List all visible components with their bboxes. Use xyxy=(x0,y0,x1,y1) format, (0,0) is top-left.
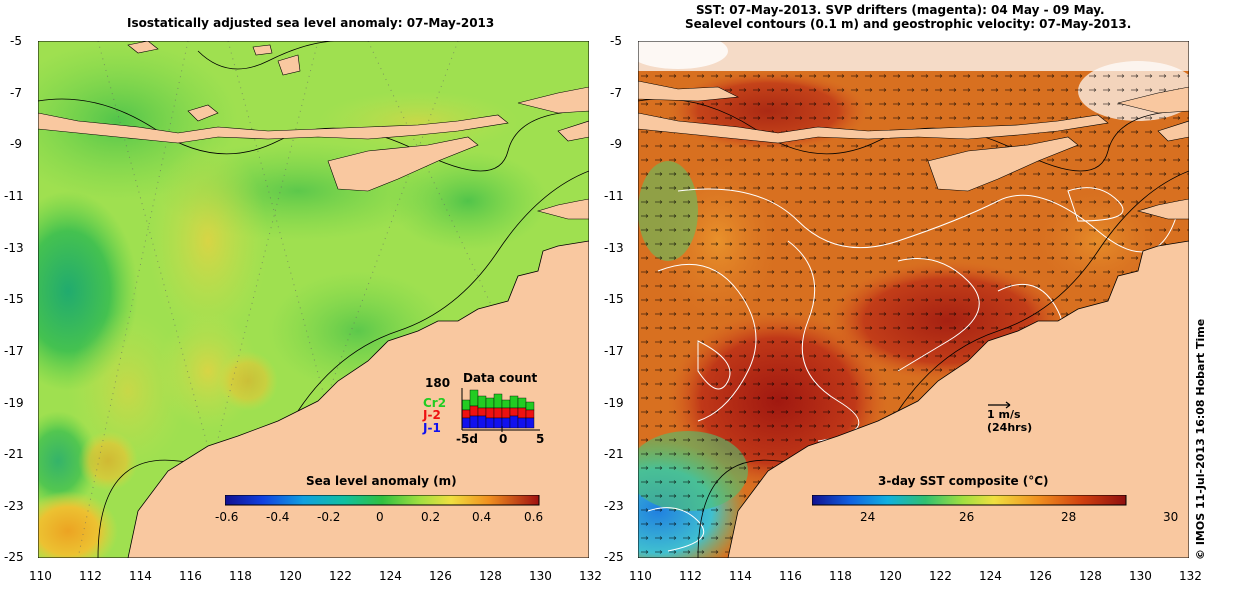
sla-tick: 0.2 xyxy=(421,510,441,524)
left-y-tick: -19 xyxy=(4,396,24,410)
left-x-tick: 124 xyxy=(379,569,402,583)
sla-tick: -0.6 xyxy=(215,510,239,524)
sla-tick: 0 xyxy=(376,510,384,524)
right-y-tick: -9 xyxy=(610,137,622,151)
right-x-tick: 110 xyxy=(629,569,652,583)
left-x-tick: 114 xyxy=(129,569,152,583)
left-x-tick: 132 xyxy=(579,569,602,583)
left-x-tick: 118 xyxy=(229,569,252,583)
left-y-tick: -15 xyxy=(4,292,24,306)
left-y-tick: -23 xyxy=(4,499,24,513)
sea-level-anomaly-map xyxy=(38,41,589,558)
left-x-tick: 120 xyxy=(279,569,302,583)
right-y-tick: -17 xyxy=(604,344,624,358)
left-x-tick: 116 xyxy=(179,569,202,583)
scale-arrow-sublabel: (24hrs) xyxy=(987,421,1033,434)
left-panel-title: Isostatically adjusted sea level anomaly… xyxy=(127,16,495,30)
sla-tick: 0.4 xyxy=(472,510,492,524)
sst-tick: 26 xyxy=(959,510,975,524)
right-x-tick: 120 xyxy=(879,569,902,583)
right-x-tick: 132 xyxy=(1179,569,1202,583)
data-count-xtick-5: 5 xyxy=(536,432,545,446)
left-x-tick: 126 xyxy=(429,569,452,583)
right-y-tick: -7 xyxy=(610,86,622,100)
left-x-tick: 110 xyxy=(29,569,52,583)
left-x-tick: 112 xyxy=(79,569,102,583)
histogram-bars xyxy=(461,389,535,429)
left-x-tick: 130 xyxy=(529,569,552,583)
right-y-tick: -13 xyxy=(604,241,624,255)
data-count-max: 180 xyxy=(425,376,451,390)
right-y-tick: -23 xyxy=(604,499,624,513)
right-x-tick: 124 xyxy=(979,569,1002,583)
scale-arrow-label: 1 m/s xyxy=(987,408,1021,421)
right-y-tick: -25 xyxy=(604,550,624,564)
right-x-tick: 130 xyxy=(1129,569,1152,583)
left-x-tick: 122 xyxy=(329,569,352,583)
right-x-tick: 128 xyxy=(1079,569,1102,583)
left-y-tick: -17 xyxy=(4,344,24,358)
sst-map xyxy=(638,41,1189,558)
data-count-xtick-minus5d: -5d xyxy=(456,432,478,446)
right-x-tick: 118 xyxy=(829,569,852,583)
sst-tick: 24 xyxy=(860,510,876,524)
sst-colorbar-title: 3-day SST composite (°C) xyxy=(878,474,1049,488)
right-x-tick: 112 xyxy=(679,569,702,583)
right-panel-title-line1: SST: 07-May-2013. SVP drifters (magenta)… xyxy=(696,3,1105,17)
left-y-tick: -21 xyxy=(4,447,24,461)
sst-colorbar xyxy=(812,495,1127,506)
data-count-xtick-0: 0 xyxy=(499,432,508,446)
sla-colorbar xyxy=(225,495,540,506)
data-count-sat-cr2: Cr2 xyxy=(423,396,447,410)
left-y-tick: -9 xyxy=(10,137,22,151)
right-y-tick: -15 xyxy=(604,292,624,306)
left-x-tick: 128 xyxy=(479,569,502,583)
right-panel-title-line2: Sealevel contours (0.1 m) and geostrophi… xyxy=(685,17,1132,31)
sla-tick: -0.2 xyxy=(317,510,341,524)
data-count-sat-j2: J-2 xyxy=(423,408,441,422)
left-y-tick: -13 xyxy=(4,241,24,255)
right-y-tick: -19 xyxy=(604,396,624,410)
data-count-histogram xyxy=(461,388,540,432)
sla-colorbar-title: Sea level anomaly (m) xyxy=(306,474,457,488)
left-y-tick: -7 xyxy=(10,86,22,100)
right-y-tick: -5 xyxy=(610,34,622,48)
right-x-tick: 122 xyxy=(929,569,952,583)
sla-tick: -0.4 xyxy=(266,510,290,524)
data-count-sat-j1: J-1 xyxy=(423,421,441,435)
left-y-tick: -25 xyxy=(4,550,24,564)
imos-credit: © IMOS 11-Jul-2013 16:08 Hobart Time xyxy=(1194,318,1207,560)
right-y-tick: -11 xyxy=(604,189,624,203)
right-x-tick: 114 xyxy=(729,569,752,583)
sst-tick: 28 xyxy=(1061,510,1077,524)
right-x-tick: 116 xyxy=(779,569,802,583)
right-x-tick: 126 xyxy=(1029,569,1052,583)
sst-tick: 30 xyxy=(1163,510,1179,524)
data-count-title: Data count xyxy=(463,371,538,385)
left-y-tick: -5 xyxy=(10,34,22,48)
left-y-tick: -11 xyxy=(4,189,24,203)
right-y-tick: -21 xyxy=(604,447,624,461)
sla-tick: 0.6 xyxy=(524,510,544,524)
